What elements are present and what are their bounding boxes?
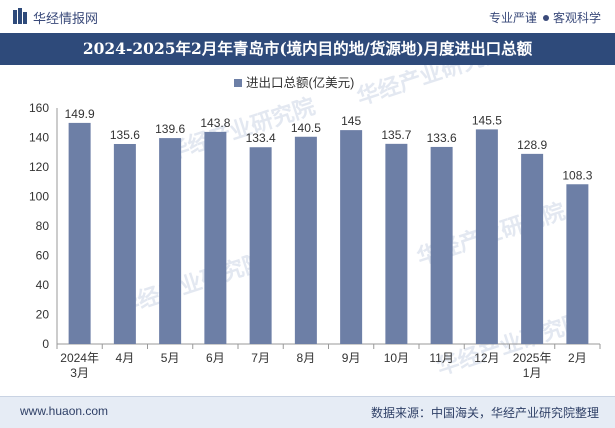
bar-9 — [475, 129, 498, 344]
bar-11 — [566, 184, 589, 344]
bar-chart: 华经产业研究院华经产业研究院华经产业研究院华经产业研究院华经产业研究院进出口总额… — [29, 65, 601, 380]
y-tick-label-80: 80 — [36, 219, 50, 233]
bar-value-label-10: 128.9 — [517, 138, 547, 152]
brand-name: 华经情报网 — [33, 11, 99, 26]
y-tick-label-40: 40 — [36, 278, 50, 292]
footer: www.huaon.com 数据来源：中国海关，华经产业研究院整理 — [0, 396, 615, 428]
bar-value-label-9: 145.5 — [472, 113, 502, 127]
x-tick-label-1-0: 4月 — [116, 351, 135, 365]
x-tick-label-11-0: 2月 — [568, 351, 587, 365]
x-tick-label-0-0: 2024年 — [60, 351, 99, 365]
slogan-dot-icon — [542, 15, 549, 22]
slogan-left: 专业严谨 — [488, 11, 537, 25]
bar-4 — [249, 147, 272, 344]
x-tick-label-6-0: 9月 — [342, 351, 361, 365]
bar-value-label-11: 108.3 — [562, 168, 592, 182]
x-tick-label-8-0: 11月 — [429, 351, 453, 365]
slogan: 专业严谨 客观科学 — [489, 9, 601, 26]
bar-value-label-0: 149.9 — [65, 107, 95, 121]
x-tick-label-3-0: 6月 — [206, 351, 225, 365]
slogan-right: 客观科学 — [552, 11, 601, 25]
footer-source: 数据来源：中国海关，华经产业研究院整理 — [370, 406, 599, 420]
bar-0 — [68, 122, 91, 345]
y-tick-label-140: 140 — [29, 131, 49, 145]
bar-10 — [521, 153, 544, 344]
legend-label: 进出口总额(亿美元) — [246, 75, 354, 90]
chart-title: 2024-2025年2月年青岛市(境内目的地/货源地)月度进出口总额 — [0, 33, 615, 65]
x-tick-label-7-0: 10月 — [384, 351, 409, 365]
brand-logo-icon — [13, 8, 27, 24]
bar-value-label-2: 139.6 — [155, 122, 185, 136]
watermark-3: 华经产业研究院 — [114, 248, 268, 319]
x-tick-label-10-0: 2025年 — [513, 351, 552, 365]
bar-value-label-6: 145 — [341, 114, 361, 128]
x-tick-label-10-1: 1月 — [523, 366, 542, 380]
bar-value-label-5: 140.5 — [291, 121, 321, 135]
x-tick-label-9-0: 12月 — [474, 351, 499, 365]
x-tick-label-5-0: 8月 — [297, 351, 316, 365]
x-tick-label-0-1: 3月 — [70, 366, 89, 380]
top-bar: 华经情报网 专业严谨 客观科学 — [0, 0, 615, 33]
x-tick-label-4-0: 7月 — [251, 351, 270, 365]
bar-1 — [113, 143, 136, 344]
bar-value-label-3: 143.8 — [200, 116, 230, 130]
bar-5 — [294, 136, 317, 344]
footer-url[interactable]: www.huaon.com — [20, 404, 109, 418]
bar-8 — [430, 146, 453, 344]
bar-value-label-7: 135.7 — [381, 128, 411, 142]
bar-6 — [340, 130, 363, 344]
y-tick-label-160: 160 — [29, 101, 49, 115]
watermark-1: 华经产业研究院 — [354, 65, 508, 110]
y-tick-label-60: 60 — [36, 249, 50, 263]
legend-swatch — [234, 79, 242, 87]
y-tick-label-0: 0 — [42, 337, 49, 351]
bar-3 — [204, 131, 227, 344]
bar-value-label-8: 133.6 — [427, 131, 457, 145]
x-tick-label-2-0: 5月 — [161, 351, 180, 365]
bar-2 — [159, 138, 182, 344]
y-tick-label-120: 120 — [29, 160, 49, 174]
bar-7 — [385, 143, 408, 344]
y-tick-label-20: 20 — [36, 308, 50, 322]
bar-value-label-4: 133.4 — [246, 131, 276, 145]
y-tick-label-100: 100 — [29, 190, 49, 204]
bar-value-label-1: 135.6 — [110, 128, 140, 142]
